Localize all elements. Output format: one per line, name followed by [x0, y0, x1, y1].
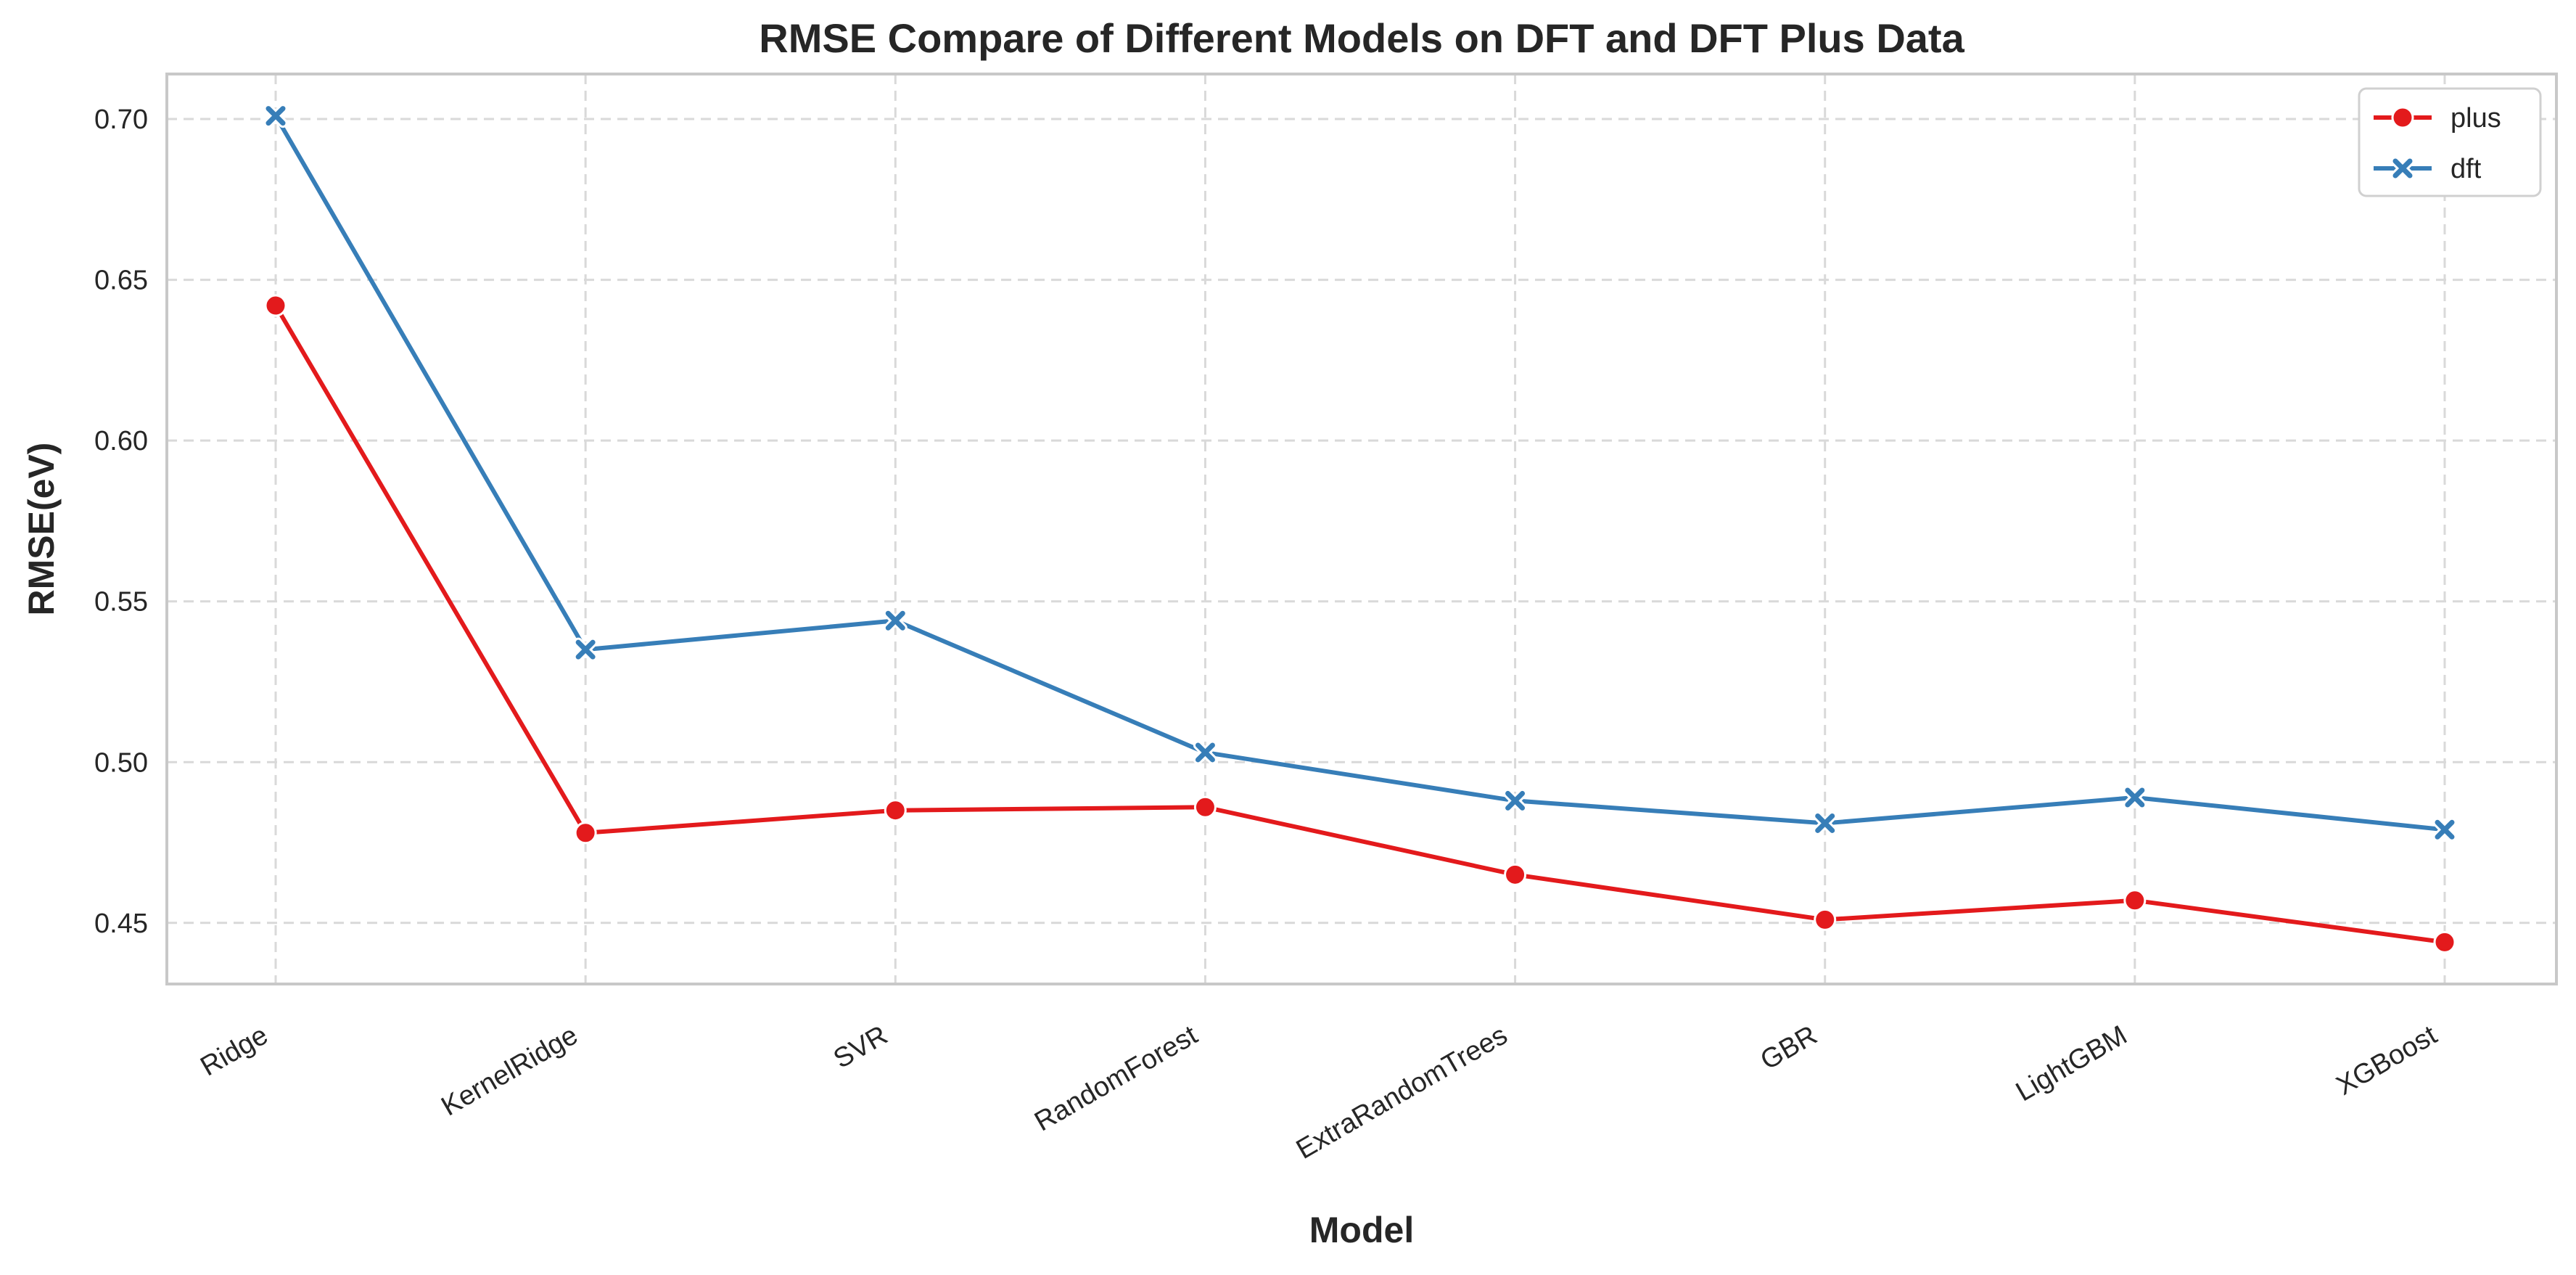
data-point-dft	[1193, 740, 1217, 765]
legend-box	[2358, 87, 2542, 197]
x-tick-labels: Ridge KernelRidge SVR RandomForest ExtraRand…	[196, 1020, 2443, 1165]
y-tick-label: 0.65	[94, 266, 148, 296]
y-tick-labels: 0.45 0.50 0.55 0.60 0.65 0.70	[94, 104, 148, 939]
data-point-dft	[1503, 788, 1528, 813]
data-point-dft	[2432, 817, 2457, 842]
y-tick-label: 0.45	[94, 909, 148, 939]
series-layer	[263, 104, 2457, 954]
y-axis-label: RMSE(eV)	[21, 443, 62, 616]
plot-frame	[165, 73, 2558, 985]
x-tick-label: RandomForest	[1029, 1020, 1203, 1137]
legend-items: plus dft	[2374, 103, 2501, 184]
grid-layer	[167, 74, 2556, 984]
chart-title: RMSE Compare of Different Models on DFT …	[759, 15, 1964, 61]
y-tick-label: 0.60	[94, 426, 148, 456]
y-tick-label: 0.50	[94, 747, 148, 778]
data-point-dft	[883, 608, 908, 633]
data-point-plus	[1504, 863, 1527, 886]
x-tick-label: GBR	[1756, 1020, 1822, 1076]
x-tick-label: ExtraRandomTrees	[1291, 1020, 1513, 1165]
series-line-dft	[273, 113, 2447, 832]
data-point-dft	[263, 104, 288, 128]
data-point-plus	[2433, 930, 2456, 954]
legend-label-plus: plus	[2451, 103, 2501, 134]
x-tick-label: SVR	[828, 1020, 893, 1074]
series-line-plus	[273, 303, 2447, 945]
data-point-dft	[1813, 811, 1838, 835]
x-tick-label: XGBoost	[2332, 1020, 2443, 1102]
series-dft	[263, 104, 2457, 842]
data-point-plus	[574, 821, 597, 845]
x-tick-label: KernelRidge	[437, 1020, 583, 1122]
legend-item-plus: plus	[2374, 103, 2501, 134]
data-point-dft	[573, 637, 598, 662]
series-plus	[264, 294, 2456, 954]
legend-marker-plus	[2391, 106, 2414, 129]
legend-item-dft: dft	[2374, 154, 2482, 184]
data-point-dft	[2123, 785, 2147, 810]
legend-marker-dft	[2390, 156, 2415, 181]
data-point-plus	[2123, 889, 2147, 912]
data-point-plus	[1193, 795, 1217, 819]
data-point-plus	[1814, 908, 1837, 931]
legend-label-dft: dft	[2451, 154, 2482, 184]
x-tick-label: LightGBM	[2011, 1020, 2132, 1107]
y-tick-label: 0.70	[94, 104, 148, 135]
data-point-plus	[264, 294, 287, 317]
data-point-plus	[884, 799, 907, 822]
x-tick-label: Ridge	[196, 1020, 273, 1082]
x-axis-label: Model	[1309, 1210, 1414, 1250]
y-tick-label: 0.55	[94, 587, 148, 618]
legend: plus dft	[2358, 87, 2542, 197]
